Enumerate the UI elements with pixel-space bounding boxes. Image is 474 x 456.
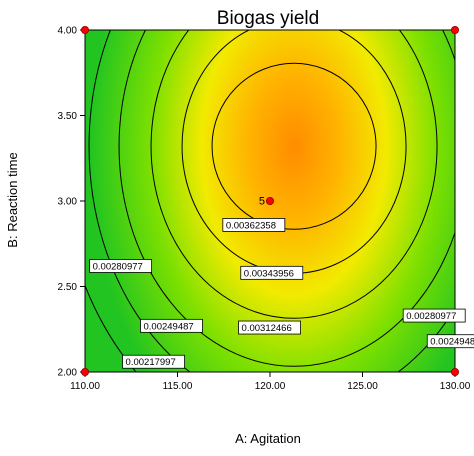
contour-label-box (238, 320, 301, 335)
contour-label-box (140, 318, 203, 333)
contour-label: 0.00343956 (240, 265, 304, 280)
contour-label-box (426, 334, 474, 349)
x-tick-label: 120.00 (255, 381, 286, 392)
contour-label-text: 0.00312466 (242, 323, 292, 334)
y-tick-label: 4.00 (58, 26, 78, 37)
contour-line (118, 30, 455, 367)
x-tick-label: 125.00 (347, 381, 378, 392)
y-tick-label: 3.00 (58, 197, 78, 208)
contour-line (150, 30, 438, 319)
contour-label-text: 0.00217997 (126, 357, 176, 368)
contour-label-text: 0.00249487 (144, 321, 194, 332)
x-tick-label: 115.00 (163, 381, 193, 392)
contour-label: 0.00217997 (122, 354, 185, 369)
contour-label-text: 0.00280977 (406, 311, 456, 322)
contour-label: 0.00280977 (402, 308, 466, 323)
contour-label-box (89, 259, 153, 273)
axes: 110.00 115.00 120.00 125.00 130.00 2.00 2.50 3.… (58, 26, 471, 393)
design-point (265, 196, 274, 205)
chart-title: Biogas yield (217, 8, 319, 29)
contour-label-text: 0.00362358 (226, 220, 276, 231)
contour-label: 0.00312466 (238, 320, 301, 335)
design-point (450, 25, 459, 34)
contour-labels: 0.00217997 0.00249487 0.00249487 0.00280977… (89, 218, 474, 369)
x-tick-label: 130.00 (440, 381, 471, 392)
contour-label-box (122, 354, 185, 369)
design-point (81, 25, 90, 34)
y-tick-label: 2.00 (58, 368, 78, 379)
contour-line (211, 62, 377, 230)
x-axis-label: A: Agitation (235, 431, 301, 446)
contour-label: 0.00362358 (222, 218, 286, 232)
contour-label-box (402, 308, 466, 323)
contour-label: 0.00249487 (426, 334, 474, 349)
contour-line (88, 30, 455, 372)
contour-label-text: 0.00249487 (430, 337, 474, 348)
design-point (450, 367, 459, 376)
contour-label-text: 0.00343956 (244, 268, 294, 279)
contour-label-box (222, 218, 286, 232)
y-axis-label: B: Reaction time (5, 152, 20, 247)
y-tick-label: 3.50 (58, 111, 78, 122)
y-tick-label: 2.50 (58, 282, 78, 293)
design-point-label: 5 (259, 196, 265, 208)
design-points: 5 (81, 25, 459, 376)
contour-label: 0.00280977 (89, 259, 153, 273)
design-point (81, 367, 90, 376)
x-tick-label: 110.00 (70, 381, 100, 392)
contour-label-text: 0.00280977 (93, 261, 143, 272)
contour-label: 0.00249487 (140, 318, 203, 333)
contour-label-box (240, 265, 304, 280)
